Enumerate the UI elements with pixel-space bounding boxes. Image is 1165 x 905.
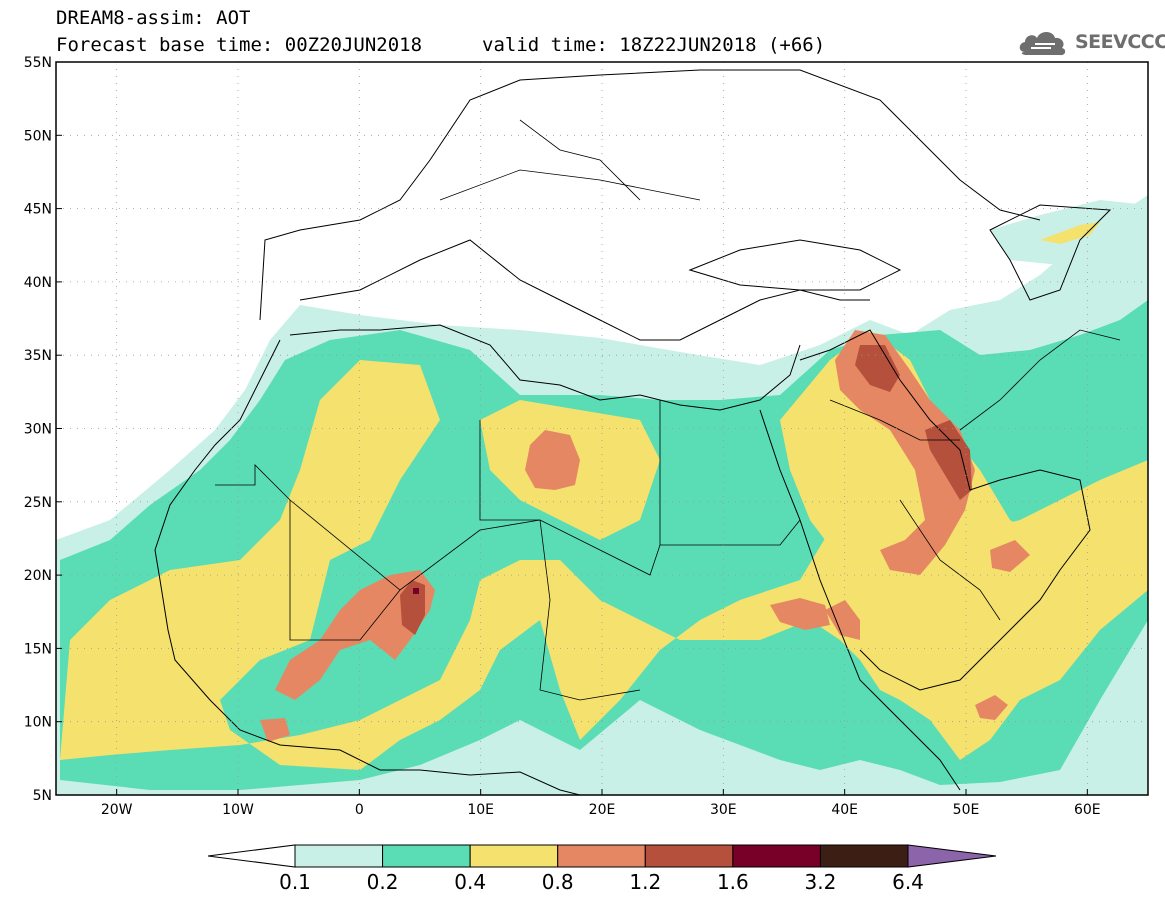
colorbar-box [294, 844, 384, 868]
aot-contour-0.8-sudan [770, 598, 830, 630]
coastlines [154, 69, 1112, 795]
colorbar-over-triangle [907, 844, 997, 868]
aot-contour-0.8-ghana [260, 718, 290, 742]
colorbar-box [557, 844, 646, 868]
aot-contour-0.4-caspian [1040, 222, 1100, 244]
colorbar-level-label: 3.2 [805, 870, 837, 894]
border-libya [479, 400, 661, 576]
lat-tick-label: 50N [24, 128, 52, 144]
cloud-icon [1019, 32, 1066, 56]
aot-contour-0.8-somalia [975, 695, 1008, 720]
colorbar-level-label: 1.2 [629, 870, 661, 894]
lat-tick-label: 5N [33, 788, 52, 804]
coast-arabia [799, 329, 1091, 691]
lat-tick-label: 20N [24, 568, 52, 584]
border-chad [539, 519, 641, 701]
forecast-base-time: Forecast base time: 00Z20JUN2018 [56, 34, 423, 56]
colorbar-under-triangle [207, 844, 296, 868]
aot-contour-1.2-iraq [855, 345, 900, 392]
lat-tick-label: 15N [24, 641, 52, 657]
border-sahara-2 [215, 464, 541, 591]
lon-tick-label: 10E [467, 802, 494, 818]
colorbar-level-label: 1.6 [717, 870, 749, 894]
coast-black-sea [688, 239, 902, 291]
colorbar-level-label: 0.2 [367, 870, 399, 894]
lon-tick-label: 10W [222, 802, 254, 818]
borders [215, 119, 1121, 701]
lon-tick-label: 20W [101, 802, 133, 818]
longitude-labels: 20W 10W 0 10E 20E 30E 40E 50E 60E [101, 789, 1101, 818]
lon-tick-label: 40E [831, 802, 858, 818]
lat-tick-label: 45N [24, 202, 52, 218]
colorbar-box [382, 844, 471, 868]
coast-mediterranean-north [299, 239, 870, 341]
aot-contour-1.6-niger [413, 588, 419, 594]
coast-caspian [989, 204, 1112, 301]
lat-tick-label: 35N [24, 348, 52, 364]
lat-tick-label: 25N [24, 495, 52, 511]
lat-tick-label: 55N [24, 55, 52, 71]
aot-contour-0.8-yemen [825, 600, 860, 640]
valid-time: valid time: 18Z22JUN2018 (+66) [482, 34, 826, 56]
colorbar-level-label: 6.4 [892, 870, 924, 894]
coast-red-sea [759, 409, 961, 791]
aot-contour-0.8-oman [990, 540, 1030, 572]
colorbar-level-label: 0.4 [454, 870, 486, 894]
map-grid [56, 62, 1148, 795]
border-iran [959, 329, 1121, 431]
lat-tick-label: 30N [24, 422, 52, 438]
map-title: DREAM8-assim: AOT [56, 7, 251, 29]
seevccc-logo: SEEVCCC [1017, 26, 1165, 56]
colorbar-box [469, 844, 559, 868]
lon-tick-label: 20E [589, 802, 616, 818]
aot-contour-0.8-libya [525, 430, 580, 490]
colorbar-box [644, 844, 734, 868]
aot-contour-0.8-iraq [835, 330, 975, 575]
border-sudan [660, 519, 801, 546]
colorbar-level-label: 0.1 [279, 870, 311, 894]
latitude-labels: 55N 50N 45N 40N 35N 30N 25N 20N 15N 10N 5N [24, 55, 62, 804]
logo-text: SEEVCCC [1075, 31, 1165, 53]
coast-europe [259, 69, 1041, 321]
border-europe-1 [439, 169, 701, 201]
border-arabia-1 [829, 399, 960, 441]
aot-contour-0.8-sahel [275, 570, 435, 700]
lon-tick-label: 50E [953, 802, 980, 818]
lat-tick-label: 40N [24, 275, 52, 291]
colorbar: 0.1 0.2 0.4 0.8 1.2 1.6 3.2 6.4 [207, 844, 997, 894]
coast-north-africa [289, 324, 801, 411]
border-sahara-1 [289, 500, 401, 641]
lon-tick-label: 30E [710, 802, 737, 818]
lon-tick-label: 0 [355, 802, 364, 818]
colorbar-level-label: 0.8 [542, 870, 574, 894]
lon-tick-label: 60E [1074, 802, 1101, 818]
aot-field [56, 62, 1148, 795]
colorbar-box [819, 844, 909, 868]
coast-west-africa [154, 339, 583, 795]
lat-tick-label: 10N [24, 715, 52, 731]
aot-contour-0.4 [60, 360, 1148, 770]
colorbar-box [732, 844, 821, 868]
